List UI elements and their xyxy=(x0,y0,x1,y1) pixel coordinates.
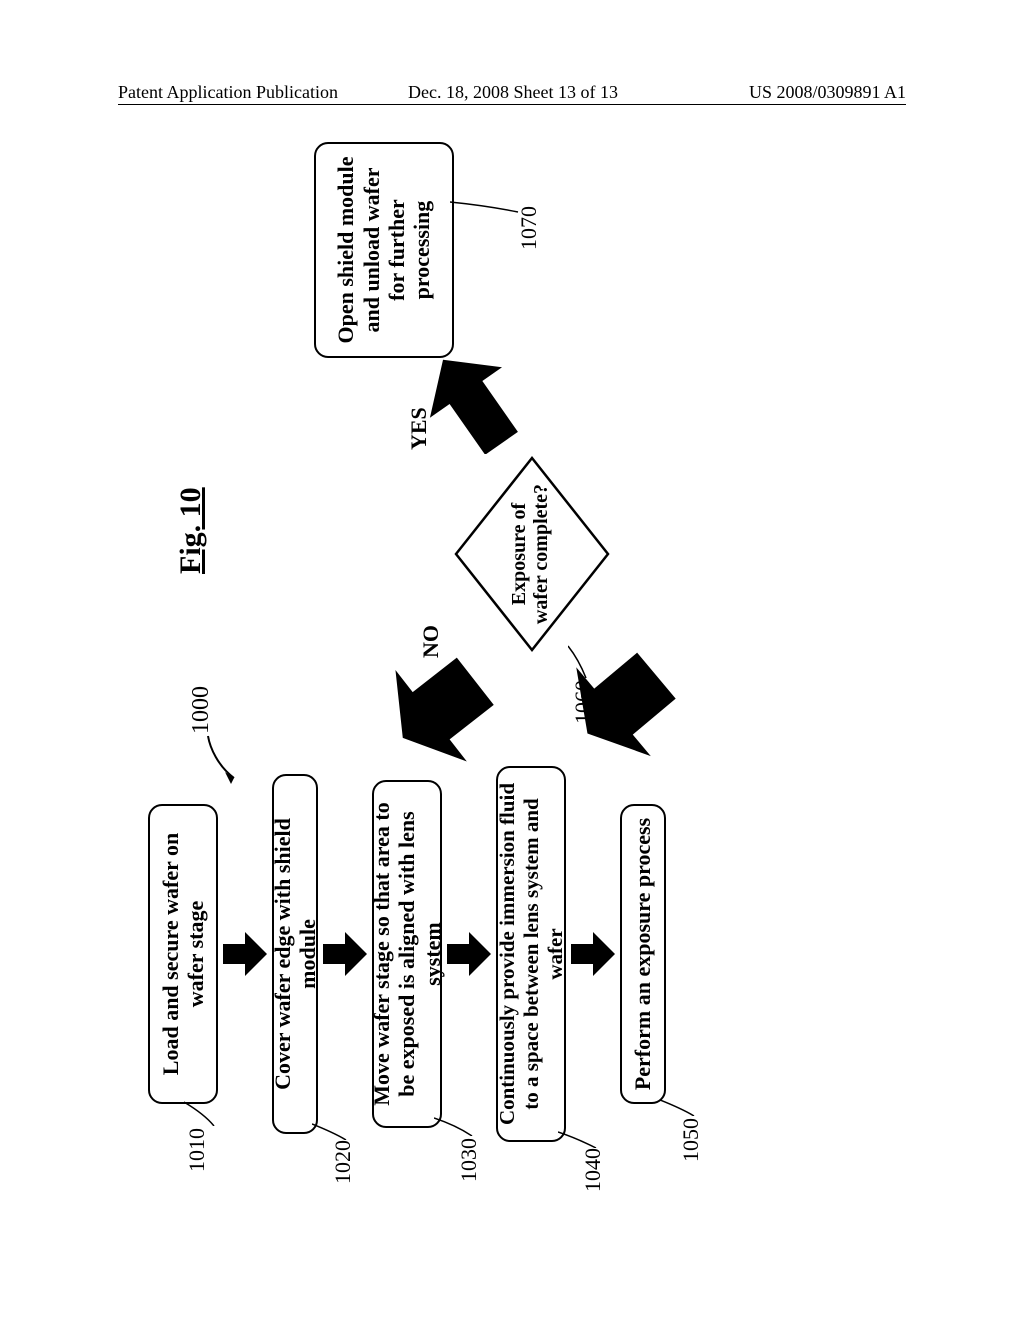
box-1010: Load and secure wafer on wafer stage xyxy=(148,804,218,1104)
box-1030-text: Move wafer stage so that area to be expo… xyxy=(369,792,445,1116)
arrow-yes xyxy=(414,354,534,454)
label-no: NO xyxy=(418,625,444,658)
header-left-text: Patent Application Publication xyxy=(118,82,338,103)
box-1020: Cover wafer edge with shield module xyxy=(272,774,318,1134)
header-rule xyxy=(118,104,906,105)
header-mid-text: Dec. 18, 2008 Sheet 13 of 13 xyxy=(408,82,618,103)
label-yes: YES xyxy=(406,407,432,450)
label-1020: 1020 xyxy=(330,1140,356,1184)
leader-1010 xyxy=(184,1098,218,1126)
leader-1030 xyxy=(434,1112,474,1136)
label-1040: 1040 xyxy=(580,1148,606,1192)
arrow-1020-1030 xyxy=(321,930,369,978)
figure-inner: Fig. 10 1000 Load and secure wafer on wa… xyxy=(118,124,906,1214)
label-1010: 1010 xyxy=(184,1128,210,1172)
ref-1000-leader xyxy=(204,726,244,786)
page: Patent Application Publication Dec. 18, … xyxy=(0,0,1024,1320)
leader-1040 xyxy=(558,1126,598,1148)
arrow-1010-1020 xyxy=(221,930,269,978)
label-1050: 1050 xyxy=(678,1118,704,1162)
box-1010-text: Load and secure wafer on wafer stage xyxy=(158,816,209,1092)
header-right-text: US 2008/0309891 A1 xyxy=(749,82,906,103)
leader-1050 xyxy=(660,1094,696,1116)
box-1070-text: Open shield module and unload wafer for … xyxy=(333,154,434,346)
box-1040: Continuously provide immersion fluid to … xyxy=(496,766,566,1142)
arrow-no xyxy=(378,638,498,798)
arrow-1040-1050 xyxy=(569,930,617,978)
arrow-1030-1040 xyxy=(445,930,493,978)
box-1030: Move wafer stage so that area to be expo… xyxy=(372,780,442,1128)
box-1050-text: Perform an exposure process xyxy=(630,818,655,1090)
arrow-1050-1060 xyxy=(570,632,680,772)
label-1030: 1030 xyxy=(456,1138,482,1182)
box-1070: Open shield module and unload wafer for … xyxy=(314,142,454,358)
figure-title: Fig. 10 xyxy=(174,487,208,574)
box-1050: Perform an exposure process xyxy=(620,804,666,1104)
box-1040-text: Continuously provide immersion fluid to … xyxy=(495,778,567,1130)
leader-1020 xyxy=(312,1118,348,1140)
box-1020-text: Cover wafer edge with shield module xyxy=(270,786,321,1122)
decision-1060-text: Exposure of wafer complete? xyxy=(508,480,552,628)
figure-canvas: Fig. 10 1000 Load and secure wafer on wa… xyxy=(0,275,1024,1063)
leader-1070 xyxy=(450,186,520,214)
